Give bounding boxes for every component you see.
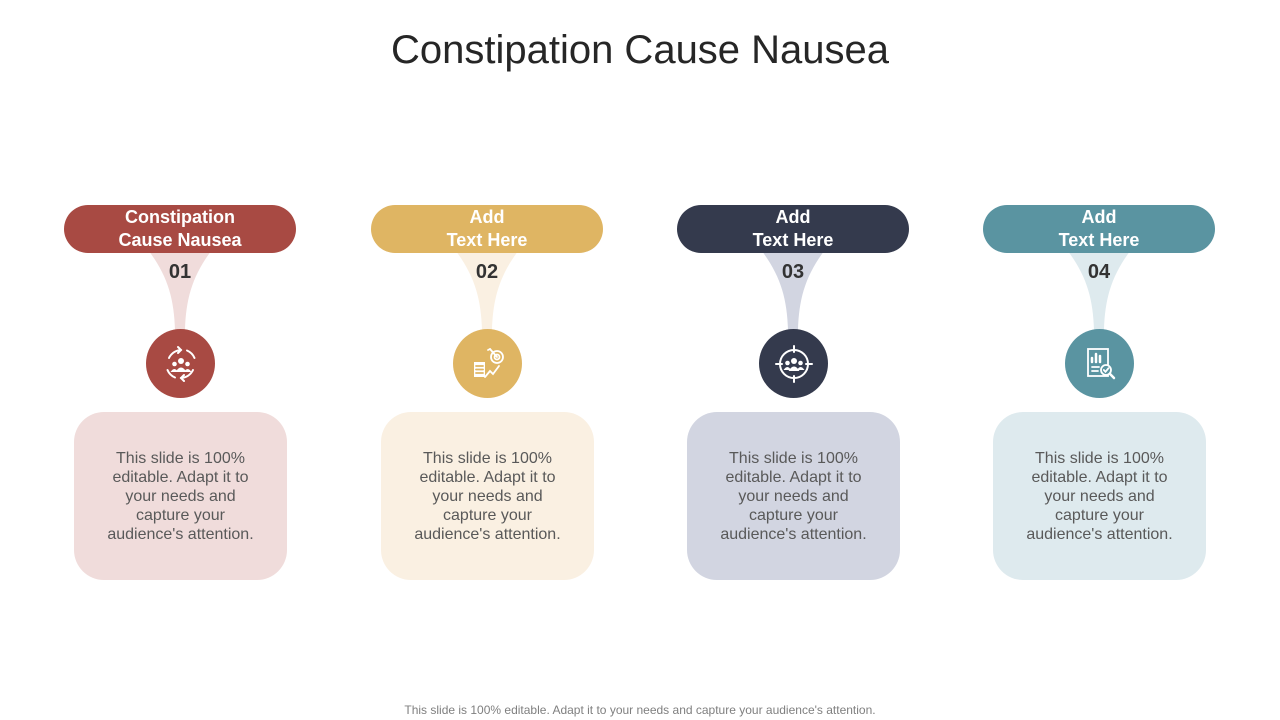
step-label-pill: Add Text Here	[677, 205, 909, 253]
funnel-connector	[447, 240, 527, 330]
description-box: This slide is 100% editable. Adapt it to…	[74, 412, 287, 580]
step-number: 03	[781, 261, 805, 283]
step-label-line1: Add	[1081, 207, 1117, 227]
report-analysis-icon	[1086, 347, 1115, 379]
icon-circle	[1065, 329, 1134, 398]
footer-note: This slide is 100% editable. Adapt it to…	[404, 703, 876, 717]
step-1: Constipation Cause Nausea 01 This slide …	[64, 0, 296, 720]
growth-target-icon	[473, 347, 504, 378]
step-number: 04	[1087, 261, 1111, 283]
step-2: Add Text Here 02 This slide is 100% edit…	[371, 0, 603, 720]
step-label-line1: Add	[775, 207, 811, 227]
icon-circle	[146, 329, 215, 398]
description-text: This slide is 100% editable. Adapt it to…	[720, 449, 867, 543]
description-text: This slide is 100% editable. Adapt it to…	[414, 449, 561, 543]
funnel-connector	[753, 240, 833, 330]
step-label-pill: Constipation Cause Nausea	[64, 205, 296, 253]
target-group-icon	[774, 344, 813, 383]
step-4: Add Text Here 04 This slide is 100% edit…	[983, 0, 1215, 720]
step-number: 02	[475, 261, 499, 283]
description-box: This slide is 100% editable. Adapt it to…	[687, 412, 900, 580]
step-label-line2: Text Here	[1058, 230, 1140, 250]
icon-circle	[453, 329, 522, 398]
step-number: 01	[168, 261, 192, 283]
description-text: This slide is 100% editable. Adapt it to…	[107, 449, 254, 543]
description-box: This slide is 100% editable. Adapt it to…	[381, 412, 594, 580]
step-3: Add Text Here 03 This slide is 100% edit…	[677, 0, 909, 720]
step-label-pill: Add Text Here	[983, 205, 1215, 253]
step-label-line2: Text Here	[752, 230, 834, 250]
step-label-line2: Text Here	[446, 230, 528, 250]
funnel-connector	[1059, 240, 1139, 330]
icon-circle	[759, 329, 828, 398]
step-label-line1: Add	[469, 207, 505, 227]
step-label-line2: Cause Nausea	[118, 230, 242, 250]
slide-title: Constipation Cause Nausea	[390, 28, 890, 72]
step-label-pill: Add Text Here	[371, 205, 603, 253]
step-label-line1: Constipation	[125, 207, 235, 227]
description-box: This slide is 100% editable. Adapt it to…	[993, 412, 1206, 580]
description-text: This slide is 100% editable. Adapt it to…	[1026, 449, 1173, 543]
funnel-connector	[140, 240, 220, 330]
team-cycle-icon	[166, 345, 195, 382]
